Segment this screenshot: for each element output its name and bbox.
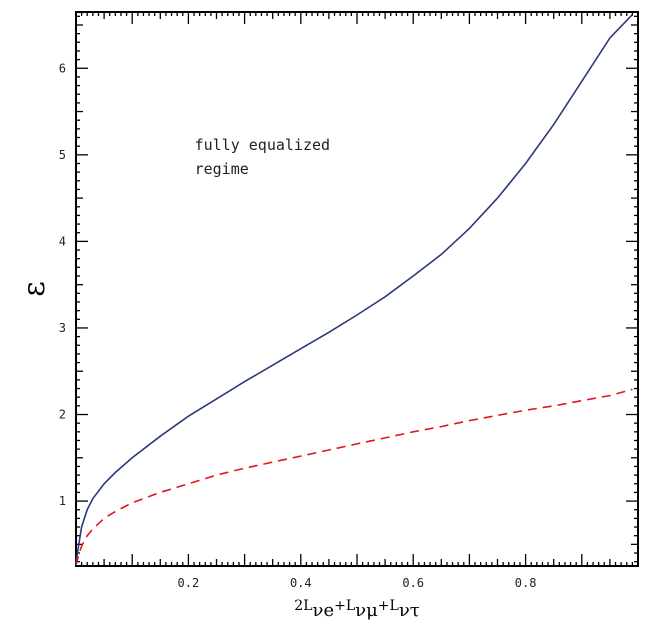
x-axis-label-subscript: νe [313, 600, 335, 621]
y-tick-label: 2 [59, 408, 66, 422]
x-tick-label: 0.2 [178, 576, 200, 590]
series-solid-line [75, 14, 633, 564]
x-axis-label-part: +L [378, 598, 399, 614]
annotation-line-2: regime [195, 160, 249, 178]
tick-labels: 0.2 0.4 0.6 0.8 1 2 3 4 5 6 [59, 61, 537, 590]
ticks [76, 12, 638, 566]
x-axis-label-subscript: νμ [355, 600, 378, 621]
y-tick-label: 1 [59, 494, 66, 508]
x-tick-label: 0.8 [515, 576, 537, 590]
x-tick-label: 0.4 [290, 576, 312, 590]
y-tick-label: 5 [59, 148, 66, 162]
series-dashed-line [75, 388, 633, 566]
x-axis-label-part: +L [334, 598, 355, 614]
plot-frame [75, 11, 639, 567]
x-axis-label-subscript: ντ [399, 600, 420, 621]
x-tick-label: 0.6 [402, 576, 424, 590]
x-axis-label-part: 2L [294, 598, 312, 614]
annotation-line-1: fully equalized [195, 136, 330, 154]
y-tick-label: 4 [59, 234, 66, 248]
y-tick-label: 3 [59, 321, 66, 335]
series-layer [75, 14, 633, 566]
y-tick-label: 6 [59, 61, 66, 75]
x-axis-label: 2Lνe+Lνμ+Lντ [294, 598, 419, 621]
y-axis-label: ε [17, 281, 52, 297]
